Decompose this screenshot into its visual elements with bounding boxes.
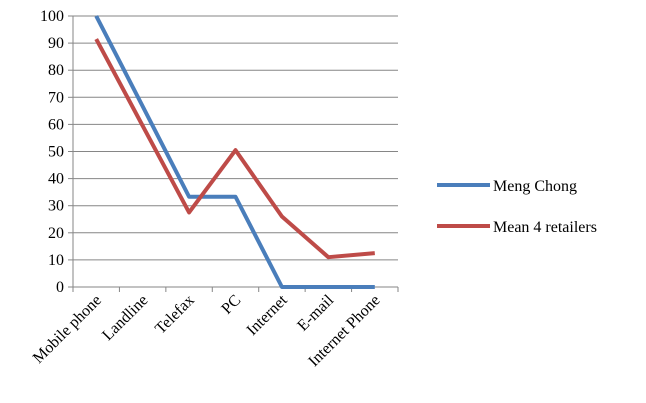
legend-label: Meng Chong bbox=[493, 178, 577, 195]
y-tick-label: 100 bbox=[40, 8, 64, 25]
x-tick-label: Internet bbox=[244, 291, 292, 339]
x-tick-label: PC bbox=[218, 292, 244, 318]
legend: Meng Chong Mean 4 retailers bbox=[437, 178, 597, 236]
series-line-1 bbox=[94, 15, 375, 289]
y-tick-label: 20 bbox=[48, 225, 64, 242]
gridlines bbox=[73, 15, 398, 261]
series-line-2 bbox=[94, 38, 375, 260]
x-tick-label: Telefax bbox=[152, 292, 198, 338]
y-tick-label: 30 bbox=[48, 198, 64, 215]
y-tick-label: 80 bbox=[48, 62, 64, 79]
y-tick-label: 70 bbox=[48, 89, 64, 106]
x-tick-label: Mobile phone bbox=[30, 292, 105, 367]
legend-label: Mean 4 retailers bbox=[493, 219, 597, 236]
y-tick-labels: 0 10 20 30 40 50 60 70 80 90 100 bbox=[40, 8, 64, 296]
y-tick-label: 50 bbox=[48, 144, 64, 161]
y-tick-label: 90 bbox=[48, 35, 64, 52]
x-tick-label: Landline bbox=[99, 292, 151, 344]
x-tick-label: E-mail bbox=[294, 291, 337, 334]
y-tick-label: 40 bbox=[48, 171, 64, 188]
y-tick-label: 10 bbox=[48, 252, 64, 269]
y-tick-label: 0 bbox=[56, 279, 64, 296]
series-lines bbox=[94, 15, 375, 289]
y-tick-label: 60 bbox=[48, 116, 64, 133]
